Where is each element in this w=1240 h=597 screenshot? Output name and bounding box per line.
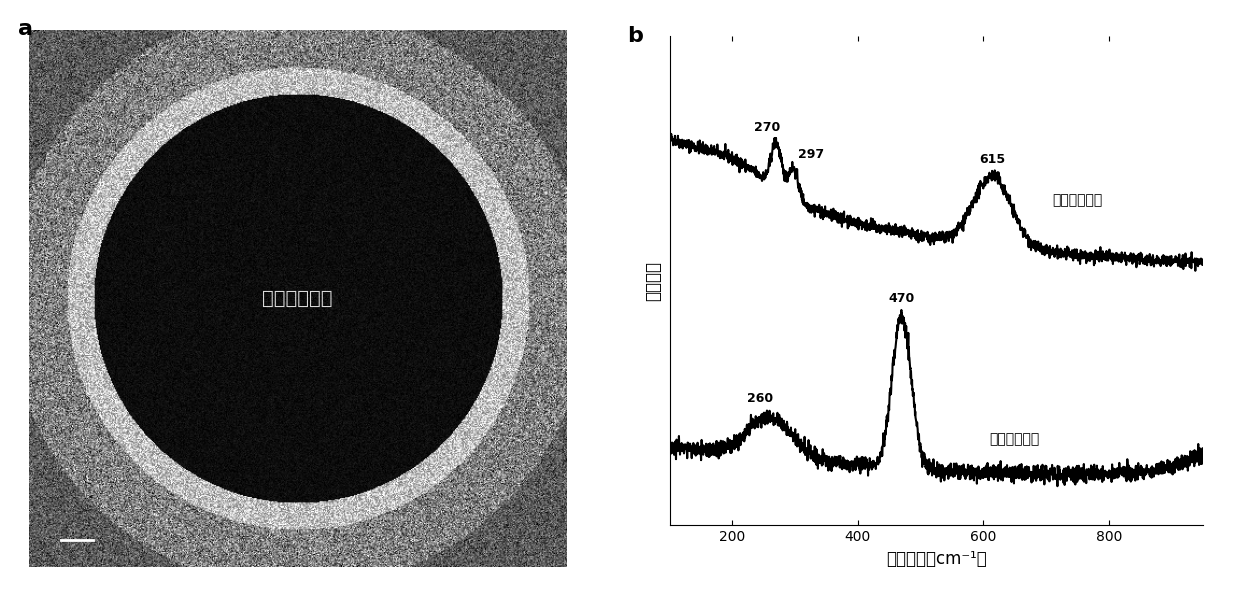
Text: 金纳米级粒核: 金纳米级粒核: [263, 289, 332, 308]
Text: 接触硫化氢后: 接触硫化氢后: [990, 432, 1040, 446]
Text: 接触硫化氢前: 接触硫化氢前: [1053, 193, 1102, 207]
Text: 270: 270: [754, 121, 780, 134]
Y-axis label: 相对强度: 相对强度: [645, 260, 662, 301]
Text: b: b: [627, 26, 642, 46]
X-axis label: 拉曼位移（cm⁻¹）: 拉曼位移（cm⁻¹）: [885, 550, 987, 568]
Text: 260: 260: [748, 392, 774, 405]
Text: 297: 297: [799, 147, 825, 161]
Text: 615: 615: [980, 153, 1006, 165]
Text: a: a: [19, 19, 33, 39]
Text: 470: 470: [889, 292, 915, 305]
